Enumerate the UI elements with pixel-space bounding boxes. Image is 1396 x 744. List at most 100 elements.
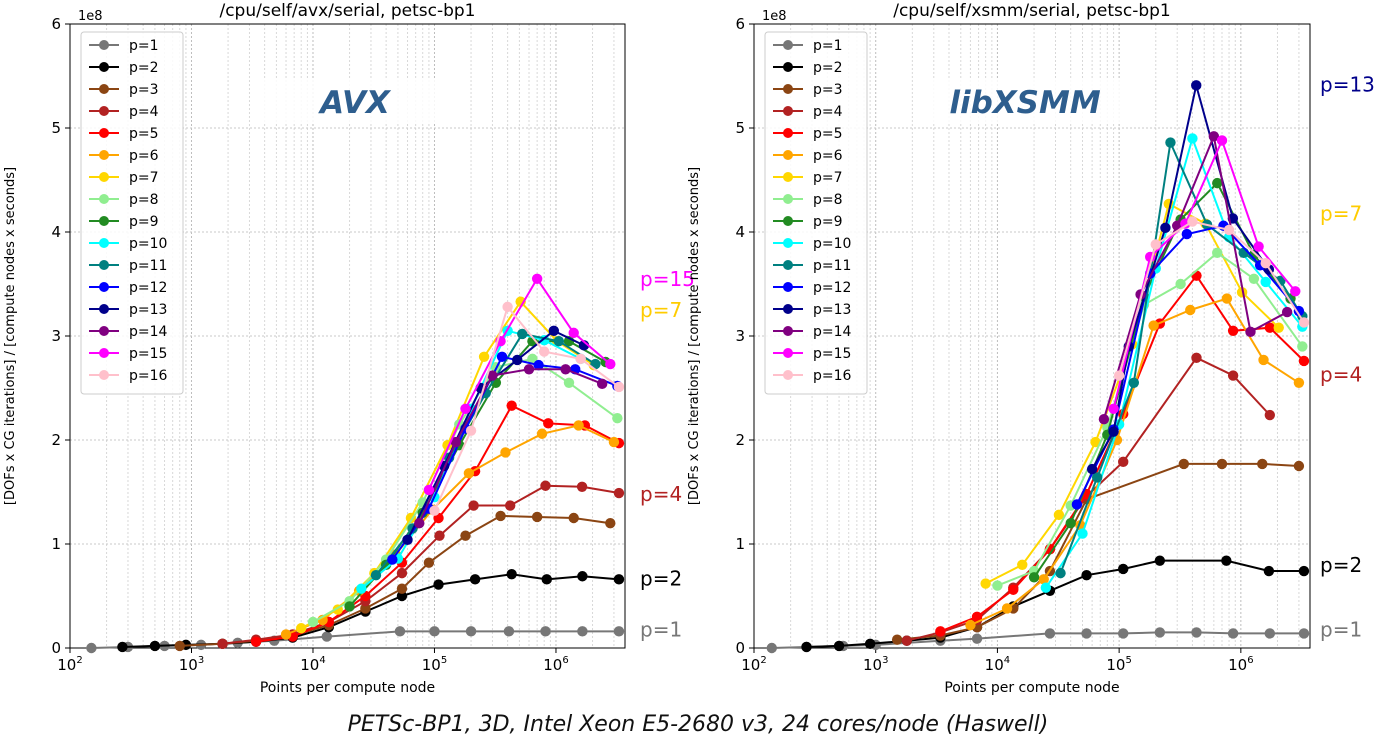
series-line bbox=[1102, 132, 1288, 420]
annotation-label: p=2 bbox=[640, 566, 682, 590]
data-point bbox=[1223, 224, 1235, 236]
data-point bbox=[935, 626, 946, 637]
legend-swatch-marker bbox=[783, 260, 793, 270]
data-point bbox=[523, 364, 535, 375]
data-point bbox=[1008, 584, 1019, 595]
legend-swatch-marker bbox=[99, 238, 109, 248]
y-tick-label: 2 bbox=[735, 431, 745, 449]
figure-caption: PETSc-BP1, 3D, Intel Xeon E5-2680 v3, 24… bbox=[347, 712, 1049, 737]
data-point bbox=[1055, 567, 1066, 579]
data-point bbox=[1154, 627, 1166, 638]
data-point bbox=[575, 353, 586, 365]
legend-swatch-marker bbox=[783, 40, 793, 50]
data-point bbox=[536, 428, 548, 439]
series-line bbox=[897, 462, 1299, 641]
data-point bbox=[1227, 325, 1239, 336]
x-tick-label: 102 bbox=[57, 655, 82, 674]
legend-entry: p=8 bbox=[129, 192, 159, 208]
legend-swatch-marker bbox=[783, 238, 793, 248]
data-point bbox=[543, 418, 554, 429]
series-p=15 bbox=[423, 273, 616, 496]
legend-swatch-marker bbox=[99, 150, 109, 160]
data-point bbox=[1191, 270, 1202, 281]
annotation-label: p=1 bbox=[1320, 617, 1362, 641]
data-point bbox=[394, 626, 406, 637]
data-point bbox=[613, 626, 625, 637]
data-point bbox=[396, 567, 408, 579]
data-point bbox=[1165, 137, 1176, 148]
x-tick-label: 104 bbox=[300, 655, 325, 674]
data-point bbox=[992, 580, 1003, 591]
data-point bbox=[465, 626, 477, 637]
y-tick-label: 6 bbox=[735, 15, 745, 33]
data-point bbox=[563, 377, 575, 388]
data-point bbox=[1298, 628, 1310, 639]
data-point bbox=[402, 534, 413, 546]
series-line bbox=[433, 304, 620, 512]
legend-entry: p=7 bbox=[813, 170, 843, 186]
legend-entry: p=6 bbox=[813, 148, 843, 164]
y-tick-label: 5 bbox=[51, 119, 61, 137]
data-point bbox=[1108, 426, 1119, 437]
legend-swatch-marker bbox=[99, 40, 109, 50]
data-point bbox=[360, 603, 371, 614]
legend-swatch-marker bbox=[783, 106, 793, 116]
data-point bbox=[1212, 177, 1223, 189]
x-axis-label: Points per compute node bbox=[944, 680, 1119, 696]
legend-entry: p=5 bbox=[813, 126, 843, 142]
data-point bbox=[1263, 565, 1275, 577]
data-point bbox=[538, 346, 550, 357]
data-point bbox=[553, 336, 565, 347]
legend-entry: p=5 bbox=[129, 126, 159, 142]
data-point bbox=[1040, 582, 1052, 593]
data-point bbox=[1187, 133, 1198, 144]
data-point bbox=[1208, 131, 1220, 142]
series-p=8 bbox=[992, 247, 1308, 591]
legend-entry: p=3 bbox=[129, 82, 159, 98]
data-point bbox=[533, 359, 544, 371]
data-point bbox=[1281, 306, 1293, 318]
data-point bbox=[478, 351, 490, 362]
data-point bbox=[1150, 239, 1161, 250]
data-point bbox=[307, 616, 319, 628]
legend: p=1 p=2 p=3 p=4 p=5 p=6 p=7 p=8 p=9 p=10 p=11 p=12 p… bbox=[80, 31, 184, 395]
y-tick-label: 4 bbox=[51, 223, 61, 241]
data-point bbox=[531, 511, 543, 523]
data-point bbox=[344, 601, 355, 612]
x-tick-label: 105 bbox=[1106, 655, 1131, 674]
overlay-label: libXSMM bbox=[949, 85, 1101, 121]
series-p=1 bbox=[86, 626, 625, 654]
data-point bbox=[280, 629, 292, 640]
annotation-label: p=7 bbox=[1320, 201, 1362, 225]
legend-entry: p=16 bbox=[813, 368, 852, 384]
data-point bbox=[1071, 499, 1083, 510]
legend-swatch-marker bbox=[783, 150, 793, 160]
data-point bbox=[613, 381, 625, 393]
data-point bbox=[1187, 216, 1198, 227]
series-line bbox=[312, 357, 618, 623]
legend-entry: p=14 bbox=[129, 324, 168, 340]
legend-box bbox=[80, 31, 184, 395]
data-point bbox=[1264, 628, 1276, 639]
data-point bbox=[576, 481, 588, 492]
data-point bbox=[1212, 247, 1223, 258]
legend-swatch-marker bbox=[783, 172, 793, 182]
y-multiplier: 1e8 bbox=[78, 9, 103, 24]
data-point bbox=[560, 364, 571, 375]
annotation-label: p=15 bbox=[640, 267, 695, 291]
legend-entry: p=10 bbox=[129, 236, 167, 252]
data-point bbox=[1017, 559, 1028, 570]
series-p=5 bbox=[250, 400, 625, 647]
data-point bbox=[1118, 628, 1129, 639]
legend-swatch-marker bbox=[783, 326, 793, 336]
data-point bbox=[496, 351, 508, 362]
data-point bbox=[1260, 258, 1271, 269]
data-point bbox=[1086, 463, 1098, 475]
legend-entry: p=8 bbox=[813, 192, 843, 208]
legend-swatch-marker bbox=[99, 84, 109, 94]
data-point bbox=[503, 626, 515, 637]
data-point bbox=[1044, 628, 1056, 639]
legend-swatch-marker bbox=[99, 370, 109, 380]
x-tick-label: 103 bbox=[863, 655, 888, 674]
